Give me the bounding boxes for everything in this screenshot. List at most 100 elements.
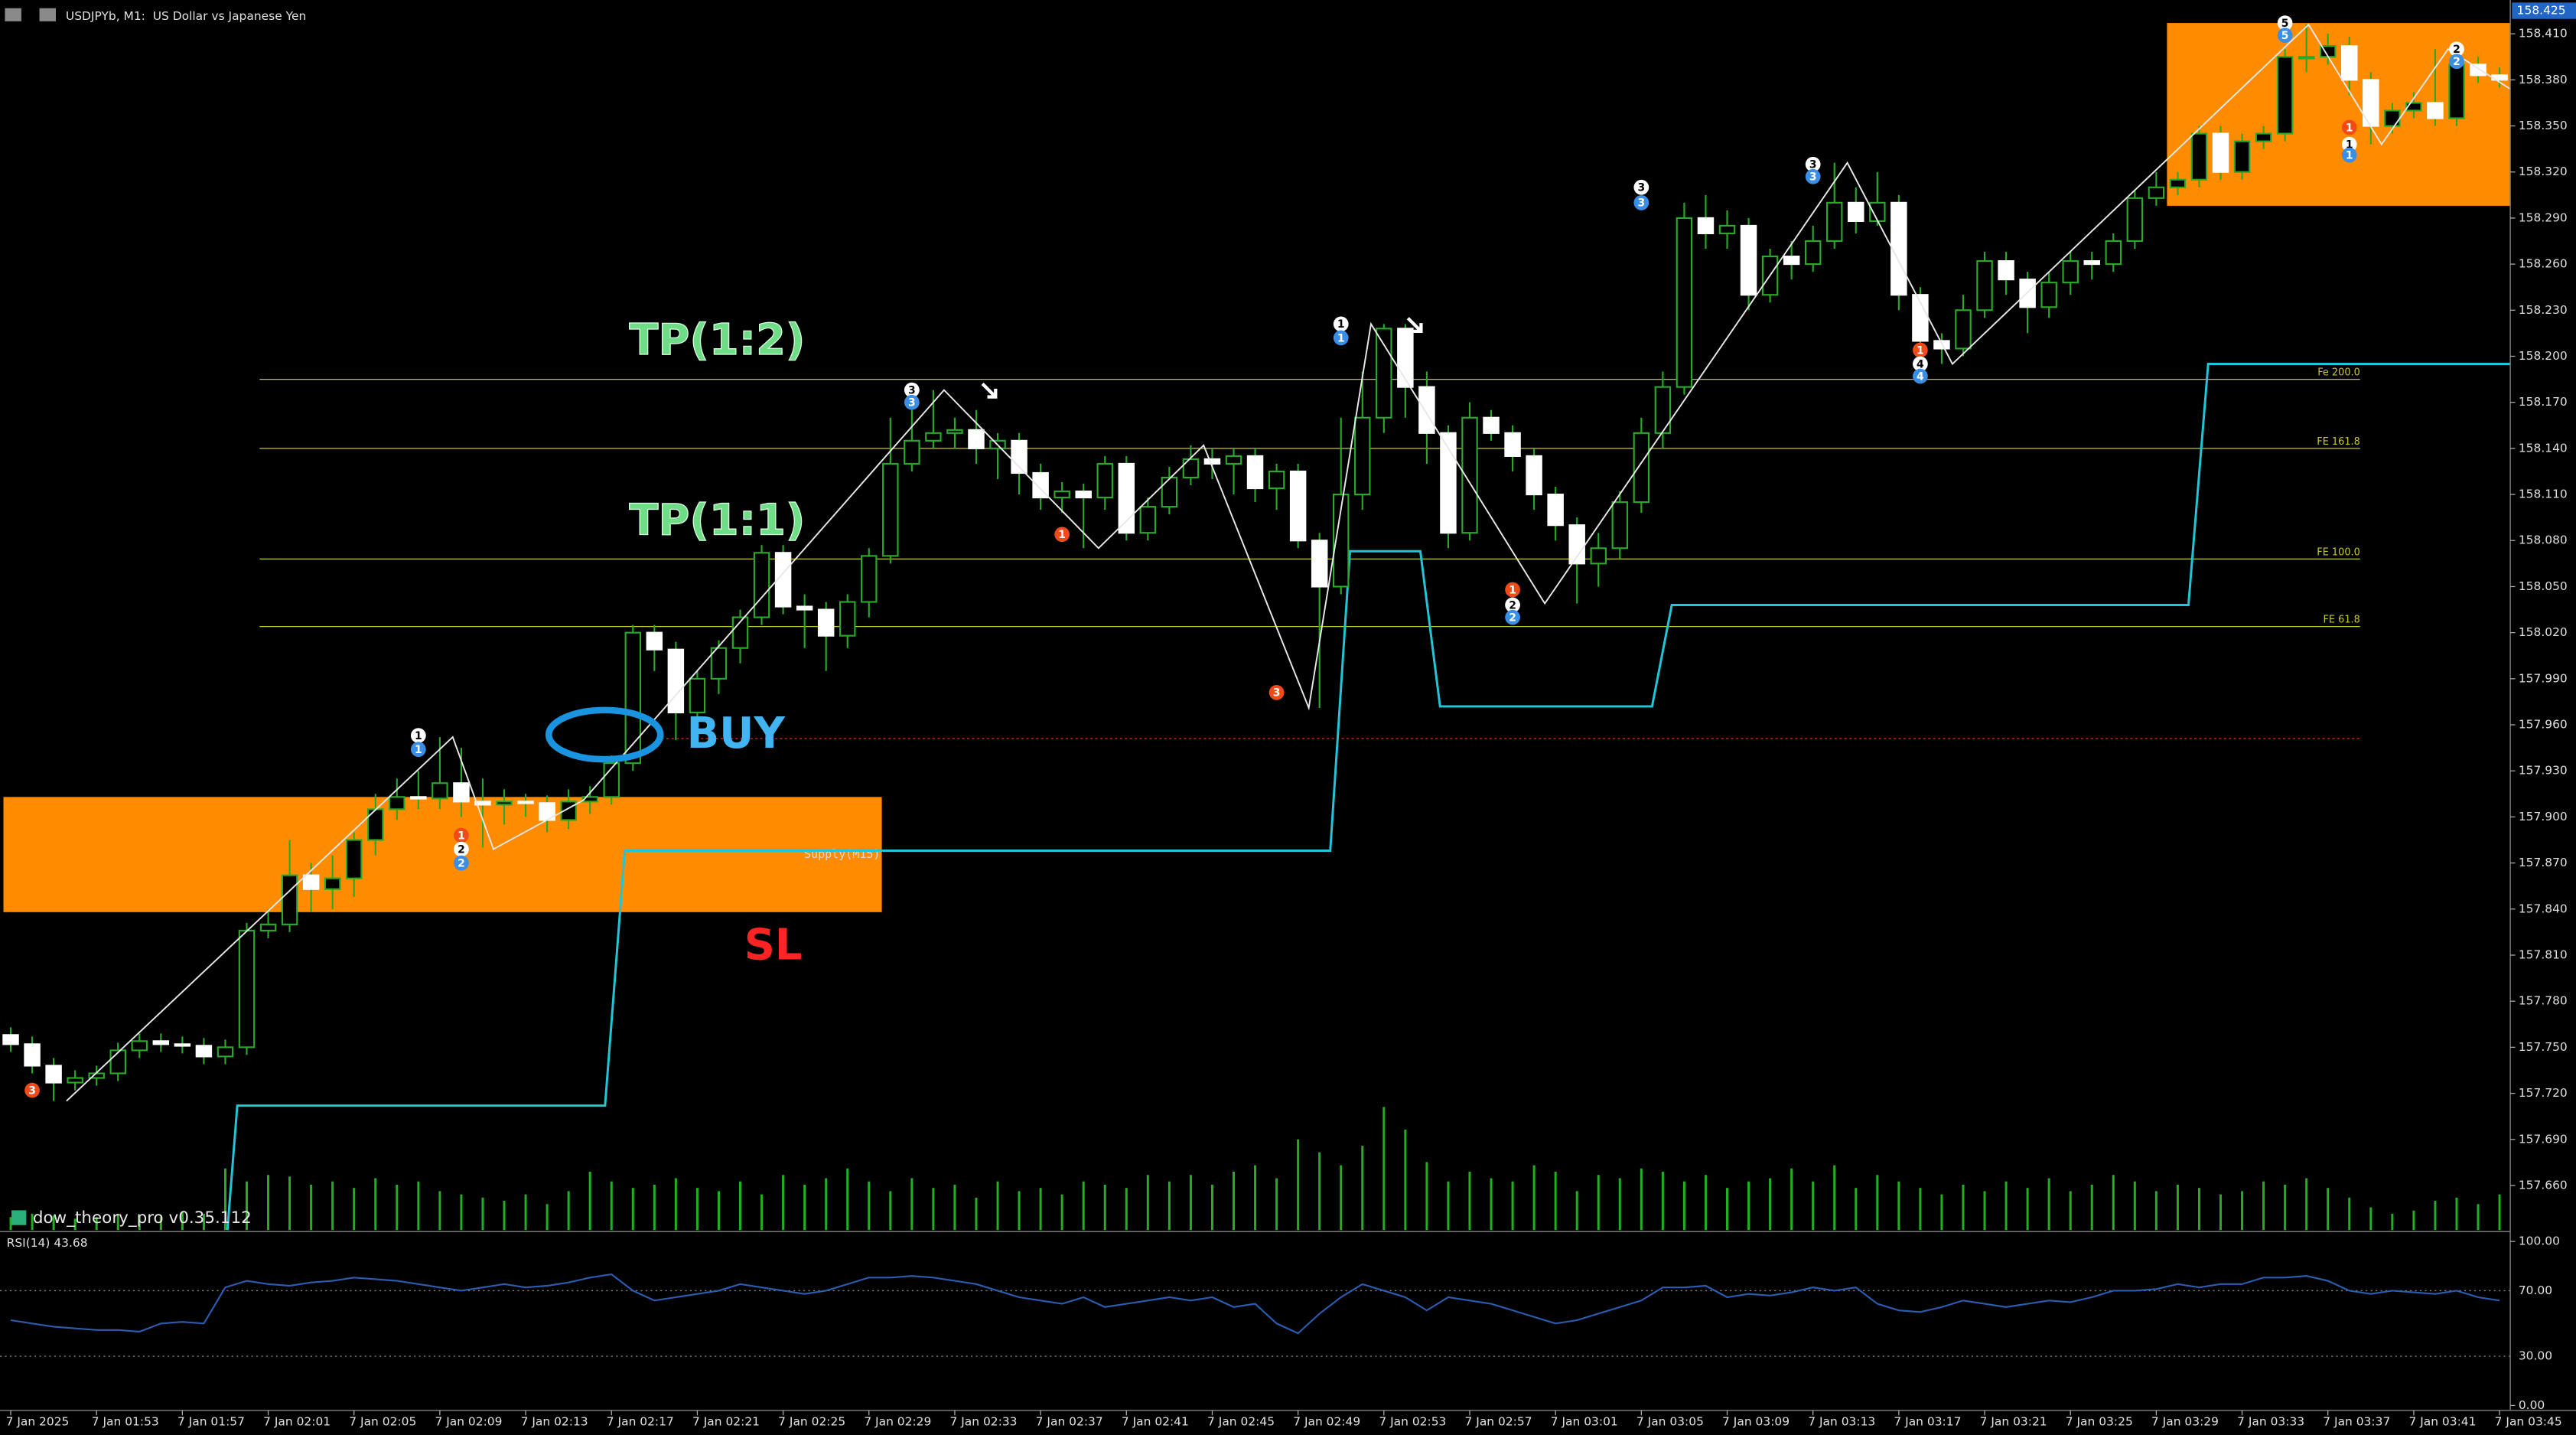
candle-body [345,839,363,879]
volume-bar [1640,1168,1643,1231]
wave-marker [1805,168,1821,184]
candle-body [474,801,491,806]
volume-bar [2090,1184,2093,1231]
volume-bar [1597,1175,1600,1231]
candle-body [1311,540,1328,588]
rsi-line [10,1273,2500,1335]
candle-body [1461,416,1478,534]
wave-marker-label: 3 [28,1084,36,1097]
volume-bar [2284,1184,2287,1231]
wave-marker-label: 3 [908,397,916,409]
x-tick-label: 7 Jan 03:25 [2066,1414,2133,1428]
candle-body [1096,462,1113,499]
volume-bar [953,1184,956,1231]
candle-body [1568,524,1585,565]
candle-body [925,432,942,442]
volume-bar [524,1194,527,1231]
candle-body [882,462,899,557]
candle-body [1483,416,1500,434]
volume-bar [310,1184,313,1231]
candle-body [2212,132,2229,173]
candle-body [410,796,427,800]
candle-body [1633,432,1650,504]
data-layer: Fe 200.0FE 161.8FE 100.0FE 61.8311122331… [0,15,2511,1357]
x-tick-label: 7 Jan 03:41 [2408,1414,2476,1428]
volume-bar [202,1213,205,1231]
x-tick-label: 7 Jan 03:13 [1808,1414,1875,1428]
volume-bar [2176,1184,2179,1231]
candle-body [2384,109,2401,127]
candle-body [1504,432,1521,457]
candle-body [2405,102,2422,112]
candle-body [1032,471,1049,499]
volume-bar [1855,1188,1858,1231]
indicator-label: dow_theory_pro v0.35.112 [33,1208,252,1228]
candle-body [904,439,920,465]
x-tick-label: 7 Jan 03:29 [2151,1414,2219,1428]
volume-bar [73,1218,77,1231]
x-tick-label: 7 Jan 03:01 [1551,1414,1618,1428]
candle-body [1225,455,1242,465]
x-tick-label: 7 Jan 02:45 [1207,1414,1275,1428]
candle-body [817,608,835,637]
volume-bar [1254,1165,1257,1231]
wave-marker-label: 3 [1809,171,1817,184]
wave-marker [454,827,469,843]
wave-marker-label: 1 [2346,139,2353,151]
volume-bar [1532,1165,1536,1231]
candle-body [517,801,534,804]
volume-bar [996,1181,999,1231]
buy-label: BUY [687,709,786,758]
indicator-checkbox[interactable] [11,1210,27,1225]
volume-bar [1447,1181,1450,1231]
wave-marker [2341,147,2357,163]
y-tick-label: 158.050 [2519,579,2568,593]
volume-bar [2327,1188,2330,1231]
wave-marker-label: 2 [2453,44,2460,56]
x-tick-label: 7 Jan 02:17 [607,1414,674,1428]
x-tick-label: 7 Jan 02:37 [1036,1414,1103,1428]
x-tick-label: 7 Jan 02:41 [1122,1414,1189,1428]
volume-bar [267,1175,270,1231]
wave-marker [1054,527,1070,543]
x-tick-label: 7 Jan 02:57 [1465,1414,1532,1428]
wave-marker [1913,342,1928,358]
volume-bar [1769,1178,1772,1231]
candle-body [259,923,277,931]
x-tick-label: 7 Jan 03:09 [1722,1414,1790,1428]
wave-marker [1805,156,1821,172]
volume-bar [1682,1181,1685,1231]
volume-bar [1233,1172,1236,1231]
symbol-icon [39,8,57,21]
y-tick-label: 157.960 [2519,718,2568,732]
volume-bar [2241,1191,2244,1231]
volume-bar [417,1181,420,1231]
y-tick-label: 157.780 [2519,994,2568,1008]
volume-bar [1790,1168,1793,1231]
wave-marker-label: 5 [2281,18,2289,30]
arrow-icon [981,382,998,399]
rsi-tick-label: 100.00 [2519,1234,2560,1248]
volume-bar [2391,1213,2394,1231]
rsi-tick-label: 70.00 [2519,1283,2552,1297]
candle-body [2105,240,2122,266]
wave-marker-label: 1 [415,744,422,756]
wave-marker-label: 1 [415,730,422,742]
volume-bar [2455,1197,2458,1231]
x-tick-label: 7 Jan 02:21 [692,1414,760,1428]
wave-marker [1505,609,1520,625]
volume-bar [631,1188,634,1231]
wave-marker [2341,136,2357,152]
candle-body [946,429,963,434]
fib-label: FE 100.0 [2317,546,2359,558]
candle-body [1547,493,1564,527]
wave-marker-label: 1 [458,830,465,842]
x-tick-label: 7 Jan 02:25 [778,1414,845,1428]
wave-marker [1633,194,1649,210]
volume-bar [1340,1165,1343,1231]
y-tick-label: 157.660 [2519,1178,2568,1192]
